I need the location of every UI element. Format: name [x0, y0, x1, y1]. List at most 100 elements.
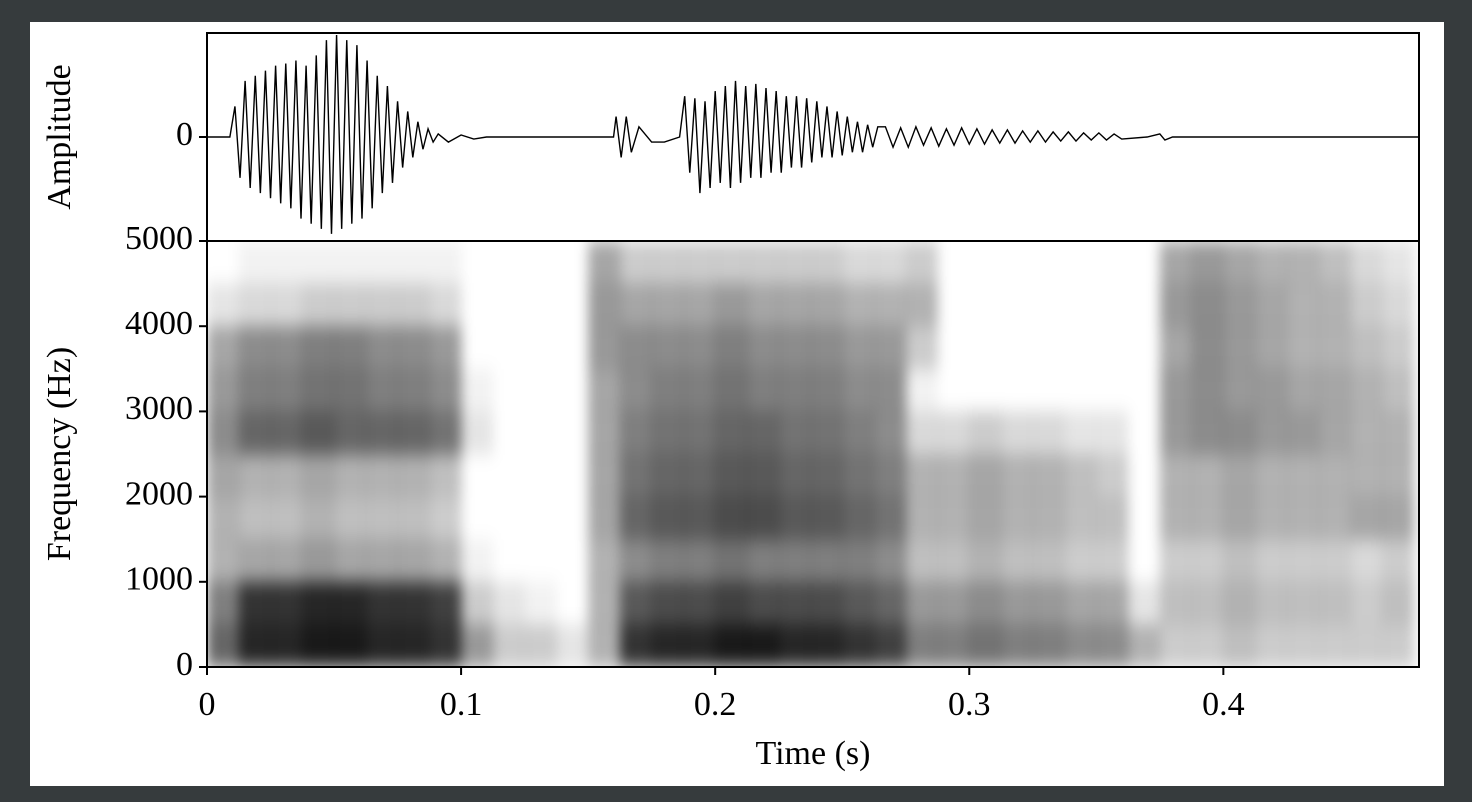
spectrogram-cell — [1191, 539, 1224, 583]
spectrogram-cell — [524, 581, 557, 625]
spectrogram-cell — [842, 496, 875, 540]
spectrogram-cell — [651, 368, 684, 412]
spectrogram-cell — [842, 368, 875, 412]
spectrogram-cell — [651, 454, 684, 498]
spectrogram-cell — [1128, 369, 1160, 412]
spectrogram-cell — [746, 539, 780, 583]
spectrogram-cell — [588, 496, 621, 540]
spectrogram-cell — [842, 539, 875, 583]
spectrogram-cell — [1128, 624, 1161, 667]
spectrogram-cell — [429, 496, 462, 540]
spectrogram-cell — [525, 497, 557, 540]
spectrogram-cell — [302, 241, 335, 285]
spectrogram-cell — [1286, 454, 1320, 498]
spectrogram-cell — [1318, 411, 1351, 455]
spectrogram-cell — [937, 496, 970, 540]
spectrogram-cell — [365, 454, 399, 498]
spectrogram-cell — [1064, 539, 1097, 583]
spectrogram-cell — [715, 496, 748, 540]
spectrogram-cell — [1350, 624, 1383, 667]
spectrogram-cell — [969, 496, 1002, 540]
spectrogram-cell — [1001, 411, 1034, 455]
spectrogram-cell — [937, 581, 970, 625]
spectrogram-cell — [238, 283, 272, 327]
spectrogram-cell — [905, 368, 939, 412]
spectrogram-cell — [556, 369, 588, 412]
spectrogram-cell — [938, 326, 970, 369]
spectrogram-cell — [1064, 624, 1097, 667]
spectrogram-cell — [461, 241, 493, 284]
spectrogram-cell — [270, 241, 303, 285]
spectrogram-cell — [1255, 624, 1288, 667]
spectrogram-cell — [365, 368, 399, 412]
spectrogram-cell — [969, 241, 1001, 284]
spectrogram-cell — [810, 283, 843, 327]
spectrogram-cell — [746, 411, 780, 455]
spectrogram-cell — [302, 454, 335, 498]
spectrogram-cell — [1096, 411, 1129, 455]
y-axis-label: Amplitude — [41, 64, 78, 209]
spectrogram-cell — [588, 454, 621, 498]
spectrogram-cell — [873, 241, 907, 285]
spectrogram-cell — [207, 326, 240, 370]
spectrogram-cell — [556, 326, 588, 369]
spectrogram-cell — [588, 368, 621, 412]
spectrogram-cell — [302, 326, 335, 370]
spectrogram-cell — [365, 411, 399, 455]
spectrogram-cell — [905, 411, 939, 455]
spectrogram-cell — [619, 581, 653, 625]
spectrogram-cell — [1128, 284, 1160, 327]
spectrogram-cell — [1159, 624, 1193, 667]
spectrogram-cell — [556, 454, 588, 497]
spectrogram-cell — [905, 241, 939, 285]
spectrogram-cell — [334, 581, 367, 625]
spectrogram-cell — [905, 624, 939, 667]
spectrogram-cell — [556, 624, 589, 667]
spectrogram-cell — [1191, 368, 1224, 412]
spectrogram-cell — [715, 368, 748, 412]
spectrogram-cell — [207, 581, 240, 625]
spectrogram-cell — [270, 454, 303, 498]
spectrogram-cell — [207, 283, 240, 327]
spectrogram-cell — [651, 283, 684, 327]
spectrogram-cell — [651, 539, 684, 583]
spectrogram-cell — [238, 368, 272, 412]
spectrogram-cell — [651, 326, 684, 370]
spectrogram-cell — [1159, 496, 1193, 540]
spectrogram-cell — [207, 539, 240, 583]
spectrogram-cell — [334, 368, 367, 412]
spectrogram-cell — [969, 284, 1001, 327]
spectrogram-cell — [842, 581, 875, 625]
spectrogram-cell — [238, 454, 272, 498]
spectrogram-cell — [1001, 454, 1034, 498]
spectrogram-cell — [1096, 624, 1129, 667]
spectrogram-cell — [778, 283, 811, 327]
spectrogram-cell — [1318, 539, 1351, 583]
spectrogram-cell — [334, 283, 367, 327]
spectrogram-cell — [334, 411, 367, 455]
spectrogram-cell — [1350, 411, 1383, 455]
spectrogram-cell — [1191, 283, 1224, 327]
spectrogram-cell — [619, 368, 653, 412]
spectrogram-cell — [588, 283, 621, 327]
spectrogram-cell — [905, 581, 939, 625]
spectrogram-cell — [1001, 284, 1033, 327]
spectrogram-cell — [302, 539, 335, 583]
spectrogram-cell — [1096, 369, 1128, 412]
spectrogram-cell — [429, 326, 462, 370]
spectrogram-cell — [1096, 496, 1129, 540]
spectrogram-cell — [588, 539, 621, 583]
spectrogram-cell — [651, 241, 684, 285]
spectrogram-cell — [873, 454, 907, 498]
spectrogram-cell — [810, 496, 843, 540]
spectrogram-cell — [429, 454, 462, 498]
spectrogram-cell — [715, 454, 748, 498]
spectrogram-cell — [1223, 454, 1256, 498]
spectrogram-cell — [1064, 411, 1097, 455]
spectrogram-cell — [588, 411, 621, 455]
spectrogram-cell — [1159, 581, 1193, 625]
spectrogram-cell — [397, 581, 430, 625]
spectrogram-cell — [270, 283, 303, 327]
spectrogram-cell — [1223, 241, 1256, 285]
spectrogram-cell — [1065, 326, 1097, 369]
